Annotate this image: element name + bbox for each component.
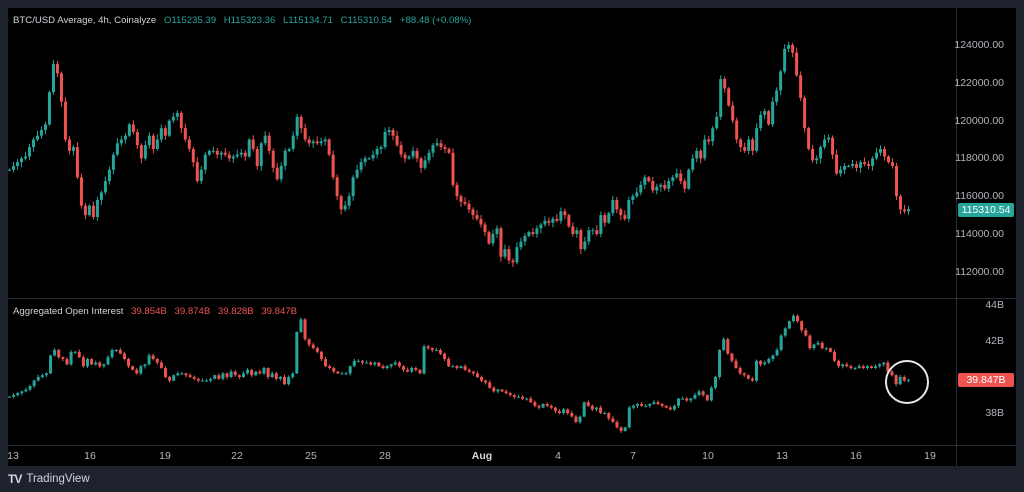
price-axis-label: 120000.00 (954, 114, 1004, 127)
oi-axis-label: 38B (985, 407, 1004, 419)
time-axis-label: 19 (159, 450, 171, 462)
ohlc-open: O115235.39 (163, 15, 217, 26)
time-axis-label: 16 (850, 450, 862, 462)
time-axis-label: Aug (471, 450, 493, 462)
brand-label: TradingView (26, 473, 90, 485)
time-axis-label: 4 (555, 450, 561, 462)
price-axis-label: 124000.00 (954, 39, 1004, 51)
time-axis-label: 28 (379, 450, 391, 462)
time-axis-label: 22 (231, 450, 243, 462)
price-axis-separator (956, 8, 957, 466)
last-oi-tag: 39.847B (958, 373, 1014, 387)
pane-separator[interactable] (8, 298, 1016, 299)
ohlc-close: C115310.54 (340, 15, 393, 26)
symbol-title[interactable]: BTC/USD Average, 4h, Coinalyze (13, 15, 157, 26)
price-axis-label: 122000.00 (954, 76, 1004, 89)
chart-frame: BTC/USD Average, 4h, Coinalyze O115235.3… (7, 8, 1016, 466)
time-axis-label: 13 (776, 450, 788, 462)
price-legend: BTC/USD Average, 4h, Coinalyze O115235.3… (13, 15, 476, 26)
oi-legend: Aggregated Open Interest 39.854B 39.874B… (13, 306, 302, 317)
tradingview-logo-icon: TV (8, 472, 22, 486)
oi-title[interactable]: Aggregated Open Interest (13, 306, 124, 317)
oi-low: 39.828B (217, 306, 254, 317)
last-price-tag: 115310.54 (958, 203, 1014, 217)
time-axis-label: 13 (7, 450, 19, 462)
time-axis-label: 19 (924, 450, 936, 462)
open-interest-pane[interactable] (8, 299, 956, 445)
ohlc-high: H115323.36 (223, 15, 276, 26)
ohlc-change: +88.48 (+0.08%) (399, 15, 472, 26)
price-candles (8, 41, 911, 267)
ohlc-low: L115134.71 (282, 15, 333, 26)
oi-high: 39.874B (174, 306, 211, 317)
oi-close: 39.847B (261, 306, 298, 317)
time-axis-label: 16 (84, 450, 96, 462)
time-axis-label: 7 (630, 450, 636, 462)
time-axis[interactable]: 13 16 19 22 25 28 Aug 4 7 10 13 16 19 (7, 446, 956, 466)
price-axis-label: 118000.00 (955, 152, 1004, 165)
price-axis-label: 114000.00 (955, 228, 1004, 240)
oi-axis-label: 42B (985, 335, 1004, 347)
highlight-circle-annotation (885, 360, 929, 404)
price-axis-label: 112000.00 (955, 265, 1004, 278)
time-axis-label: 10 (702, 450, 714, 462)
oi-open: 39.854B (131, 306, 167, 317)
tradingview-brand[interactable]: TV TradingView (8, 471, 90, 487)
price-axis-label: 116000.00 (955, 190, 1004, 203)
oi-candles (8, 313, 910, 433)
price-pane[interactable] (8, 8, 956, 298)
oi-axis-label: 44B (985, 299, 1004, 311)
time-axis-separator (8, 445, 1016, 446)
time-axis-label: 25 (305, 450, 317, 462)
